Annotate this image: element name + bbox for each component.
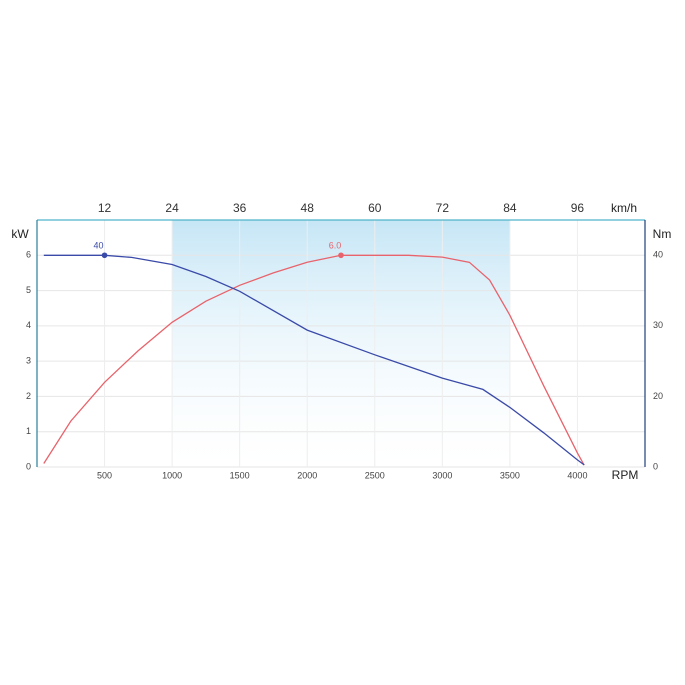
x2-tick-label: 72 (436, 201, 450, 215)
peak-marker (338, 252, 344, 259)
x2-tick-label: 96 (571, 201, 585, 215)
y-tick-label: 2 (26, 391, 31, 401)
x2-tick-label: 84 (503, 201, 517, 215)
peak-label: 40 (94, 241, 104, 251)
y-tick-label: 3 (26, 356, 31, 366)
peak-marker (101, 252, 108, 259)
y-tick-label: 0 (26, 461, 31, 471)
y-tick-label: 6 (26, 250, 31, 260)
y2-tick-label: 0 (653, 461, 658, 471)
y-tick-label: 1 (26, 426, 31, 436)
y2-tick-label: 40 (653, 250, 663, 260)
x2-tick-label: 36 (233, 201, 247, 215)
y2-tick-label: 20 (653, 391, 663, 401)
x-tick-label: 2000 (297, 470, 317, 480)
x2-tick-label: 12 (98, 201, 112, 215)
x-tick-label: 1000 (162, 470, 182, 480)
x-tick-label: 2500 (365, 470, 385, 480)
x-tick-label: 1500 (230, 470, 250, 480)
x2-tick-label: 60 (368, 201, 382, 215)
y2-axis-title: Nm (653, 227, 672, 241)
x-tick-label: 4000 (567, 470, 587, 480)
x2-tick-label: 48 (301, 201, 315, 215)
peak-label: 6.0 (329, 241, 342, 251)
series-line (43, 254, 585, 466)
x-tick-label: 3000 (432, 470, 452, 480)
x2-tick-label: 24 (165, 201, 179, 215)
x-axis-title: RPM (612, 468, 639, 482)
y2-tick-label: 30 (653, 320, 663, 330)
x-tick-label: 500 (97, 470, 112, 480)
y-axis-title: kW (11, 227, 29, 241)
shaded-range (172, 220, 510, 467)
x2-axis-title: km/h (611, 201, 637, 215)
y-tick-label: 4 (26, 320, 31, 330)
x-tick-label: 3500 (500, 470, 520, 480)
y-tick-label: 5 (26, 285, 31, 295)
